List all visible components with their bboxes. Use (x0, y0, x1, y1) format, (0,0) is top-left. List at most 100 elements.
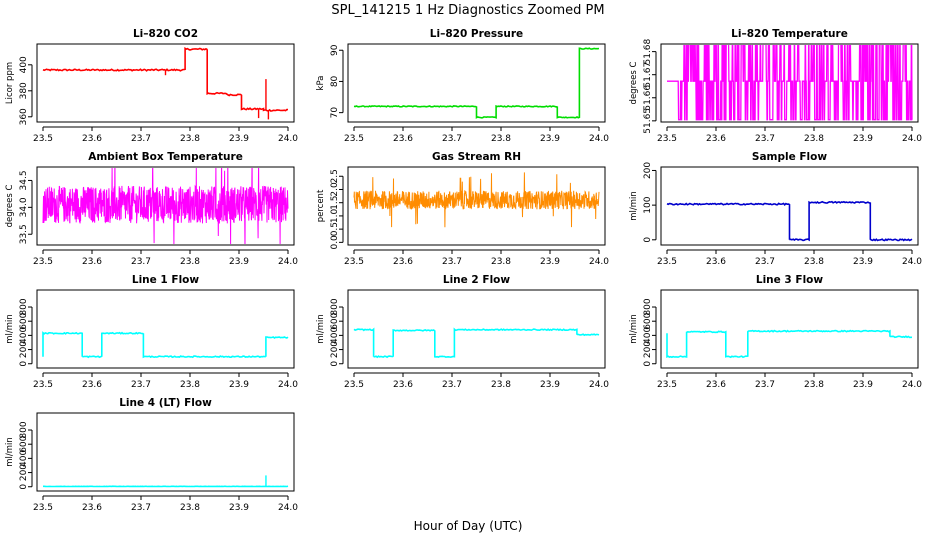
chart-panel: Li–820 Pressure kPa 23.5 23.6 23.7 23.8 23.9 24… (316, 28, 609, 144)
x-tick-label: 24.0 (589, 257, 609, 267)
x-tick-label: 23.7 (131, 257, 151, 267)
series (42, 331, 289, 359)
x-tick-label: 23.6 (706, 257, 726, 267)
y-tick-label: 51.68 (643, 38, 653, 64)
chart-panel: Line 2 Flow ml/min 23.5 23.6 23.7 23.8 23.9 24.… (316, 274, 609, 390)
y-axis: 360 380 400 (19, 56, 33, 125)
y-axis-label: ml/min (5, 314, 15, 344)
chart-title: Li–820 Pressure (430, 28, 523, 40)
y-tick-label: 800 (330, 298, 340, 315)
x-tick-label: 23.5 (344, 257, 364, 267)
y-axis-label: percent (316, 189, 326, 222)
series (666, 200, 913, 242)
chart-title: Li–820 CO2 (133, 28, 198, 40)
x-axis: 23.5 23.6 23.7 23.8 23.9 24.0 (657, 249, 922, 267)
x-tick-label: 23.9 (229, 257, 249, 267)
x-tick-label: 23.6 (82, 380, 102, 390)
plot-frame (347, 43, 606, 123)
y-tick-label: 34.0 (19, 197, 29, 217)
chart-title: Li–820 Temperature (731, 28, 848, 40)
series (353, 47, 600, 119)
y-tick-label: 51.66 (643, 85, 653, 111)
x-axis: 23.5 23.6 23.7 23.8 23.9 24.0 (657, 126, 922, 144)
y-tick-label: 600 (330, 312, 340, 329)
x-tick-label: 23.8 (180, 503, 200, 513)
x-tick-label: 23.6 (82, 503, 102, 513)
y-tick-label: 0 (19, 361, 29, 367)
chart-title: Ambient Box Temperature (88, 151, 243, 163)
y-tick-label: 0.0 (330, 235, 340, 250)
x-tick-label: 23.5 (344, 134, 364, 144)
y-tick-label: 70 (330, 107, 340, 119)
chart-panel: Line 1 Flow ml/min 23.5 23.6 23.7 23.8 23.9 24.… (5, 274, 298, 390)
y-axis: 70 80 90 (330, 44, 344, 119)
series (42, 168, 289, 244)
y-axis: 33.5 34.0 34.5 (19, 170, 33, 244)
series (43, 475, 289, 488)
y-tick-label: 33.5 (19, 224, 29, 244)
y-axis-label: ml/min (629, 191, 639, 221)
plot-frame (36, 289, 295, 369)
x-tick-label: 23.9 (229, 134, 249, 144)
chart-title: Line 3 Flow (756, 274, 823, 286)
chart-title: Line 2 Flow (443, 274, 510, 286)
x-tick-label: 24.0 (278, 380, 298, 390)
series (666, 329, 912, 359)
x-tick-label: 23.6 (393, 257, 413, 267)
chart-title: Sample Flow (752, 151, 827, 163)
y-axis-label: kPa (316, 76, 326, 91)
x-axis: 23.5 23.6 23.7 23.8 23.9 24.0 (33, 126, 298, 144)
y-tick-label: 0 (643, 361, 653, 367)
y-tick-label: 800 (643, 298, 653, 315)
y-tick-label: 200 (19, 341, 29, 358)
plot-frame (660, 43, 919, 123)
series-line (42, 168, 289, 244)
x-tick-label: 24.0 (278, 503, 298, 513)
y-tick-label: 0 (19, 484, 29, 490)
x-axis: 23.5 23.6 23.7 23.8 23.9 24.0 (657, 372, 922, 390)
series-line (666, 200, 913, 242)
x-tick-label: 23.6 (82, 134, 102, 144)
chart-title: Line 4 (LT) Flow (119, 397, 212, 409)
x-tick-label: 23.8 (180, 134, 200, 144)
x-tick-label: 23.9 (229, 503, 249, 513)
plot-frame (660, 289, 919, 369)
x-tick-label: 23.5 (657, 380, 677, 390)
x-tick-label: 23.5 (33, 257, 53, 267)
x-tick-label: 23.6 (706, 380, 726, 390)
chart-title: Line 1 Flow (132, 274, 199, 286)
x-tick-label: 23.7 (442, 257, 462, 267)
figure-x-axis-label: Hour of Day (UTC) (414, 519, 523, 533)
x-tick-label: 23.9 (540, 257, 560, 267)
x-tick-label: 23.6 (82, 257, 102, 267)
y-tick-label: 1.0 (330, 208, 340, 223)
y-tick-label: 0 (643, 237, 653, 243)
x-tick-label: 23.9 (853, 380, 873, 390)
x-tick-label: 23.8 (180, 380, 200, 390)
y-axis-label: ml/min (629, 314, 639, 344)
x-tick-label: 23.7 (131, 134, 151, 144)
x-tick-label: 23.8 (804, 134, 824, 144)
y-tick-label: 0.5 (330, 222, 340, 236)
y-tick-label: 380 (19, 82, 29, 99)
x-tick-label: 23.9 (853, 257, 873, 267)
x-tick-label: 23.5 (344, 380, 364, 390)
series-line (353, 172, 600, 228)
x-tick-label: 23.7 (755, 134, 775, 144)
x-tick-label: 23.7 (131, 503, 151, 513)
x-tick-label: 23.6 (393, 134, 413, 144)
series (667, 45, 913, 121)
y-tick-label: 51.65 (643, 108, 653, 134)
y-tick-label: 2.0 (330, 182, 340, 197)
y-tick-label: 1.5 (330, 196, 340, 210)
y-axis-label: degrees C (629, 62, 639, 105)
y-tick-label: 400 (643, 327, 653, 344)
x-tick-label: 23.9 (540, 134, 560, 144)
y-tick-label: 100 (643, 196, 653, 213)
